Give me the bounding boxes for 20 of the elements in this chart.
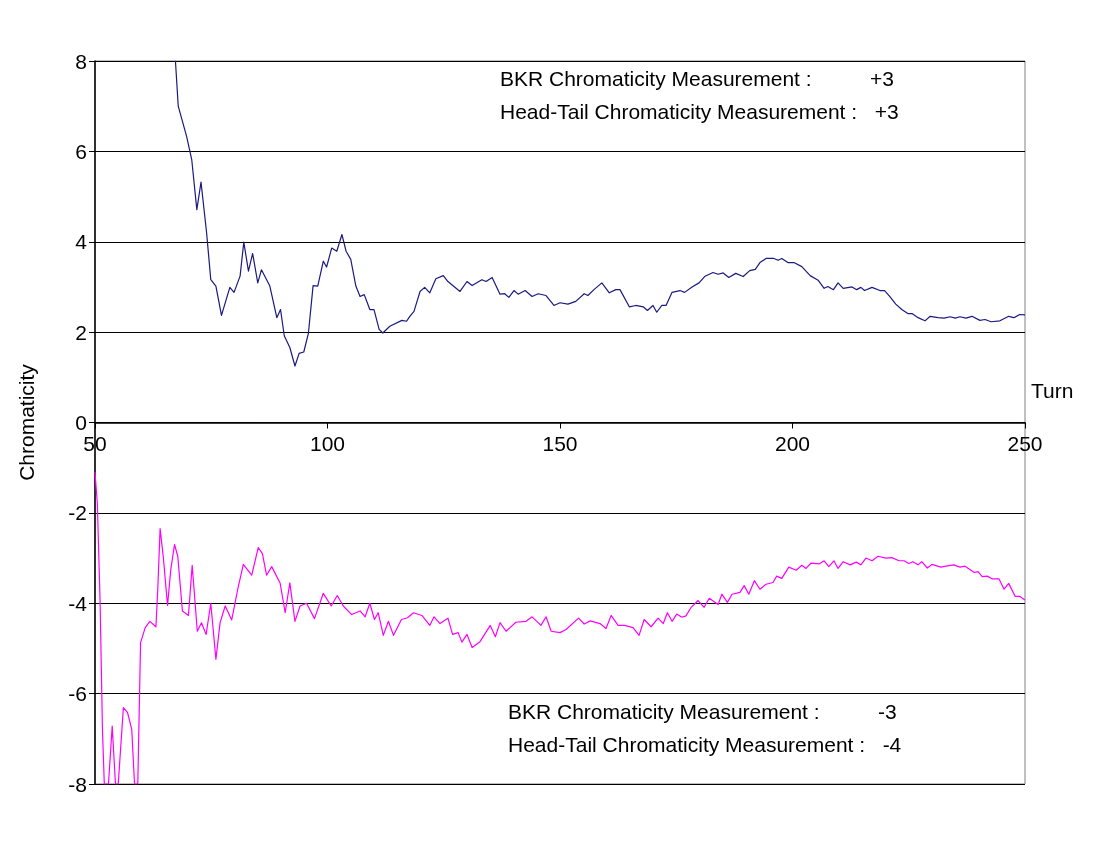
y-tick-label: 6 xyxy=(75,139,87,163)
y-axis-title: Chromaticity xyxy=(15,363,38,481)
y-tick-label: -8 xyxy=(68,772,87,796)
x-tick-label: 100 xyxy=(309,431,346,455)
y-tick-label: 4 xyxy=(75,230,88,254)
annotation: Head-Tail Chromaticity Measurement : -4 xyxy=(508,733,902,756)
x-tick-label: 150 xyxy=(542,431,578,455)
annotation: BKR Chromaticity Measurement : +3 xyxy=(500,67,894,90)
y-tick-label: -6 xyxy=(68,682,87,706)
line-series xyxy=(174,60,1026,367)
y-tick-label: 2 xyxy=(75,320,87,344)
x-tick-label: 250 xyxy=(1007,431,1043,455)
y-tick-label: 8 xyxy=(75,49,87,73)
y-tick-label: 0 xyxy=(75,411,87,434)
y-tick-label: -2 xyxy=(68,501,87,525)
annotation: Head-Tail Chromaticity Measurement : +3 xyxy=(500,100,899,123)
x-axis-title: Turn xyxy=(1031,378,1074,402)
annotation: BKR Chromaticity Measurement : -3 xyxy=(508,700,897,723)
y-tick-label: -4 xyxy=(68,591,88,615)
x-tick-label: 200 xyxy=(774,431,811,455)
